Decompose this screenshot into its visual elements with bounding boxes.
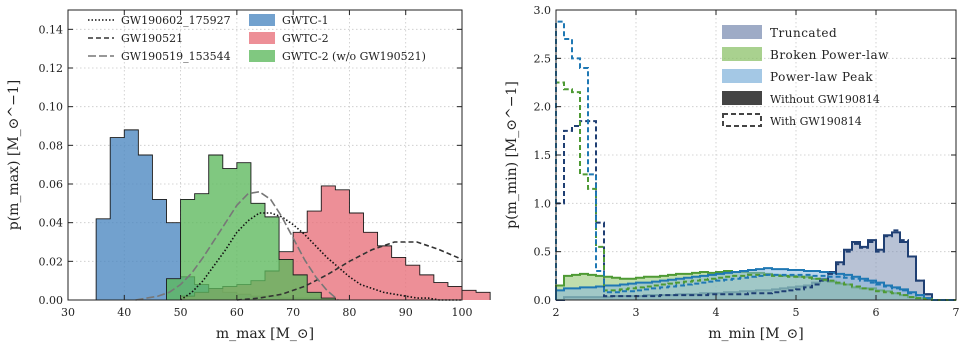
right-legend-fill-swatch: [722, 69, 762, 83]
left-legend-label: GW190602_175927: [121, 14, 231, 27]
right-histograms: [555, 20, 956, 301]
right-y-tick-label: 2.5: [534, 52, 552, 65]
right-legend: Truncated Broken Power-law Power-law Peak W…: [722, 25, 889, 128]
right-y-tick-label: 3.0: [534, 4, 552, 17]
right-y-tick-label: 0.0: [534, 294, 552, 307]
right-legend-fill-swatch: [722, 47, 762, 61]
right-y-axis-label: p(m_min) [M_⊙^−1]: [504, 81, 520, 229]
left-legend-label: GWTC-1: [282, 14, 329, 27]
left-y-tick-label: 0.02: [39, 255, 64, 268]
left-y-tick-label: 0.12: [39, 62, 64, 75]
right-x-tick-label: 3: [633, 306, 640, 319]
left-curve-gw190521: [236, 241, 463, 301]
left-y-tick-label: 0.08: [39, 139, 64, 152]
right-legend-dashed-swatch: [722, 113, 762, 127]
right-x-tick-label: 4: [713, 306, 720, 319]
right-legend-label: Truncated: [770, 26, 837, 40]
right-axes: 2 3 4 5 6 7 0.0 0.5 1.0 1.5 2.0 2.5 3.0: [534, 4, 960, 319]
left-y-tick-label: 0.00: [39, 294, 64, 307]
right-hist-dashed-power-law-peak: [555, 20, 956, 301]
right-x-tick-label: 2: [553, 306, 560, 319]
right-y-tick-label: 0.5: [534, 246, 552, 259]
left-chart-panel: 30 40 50 60 70 80 90 100 0.00 0.02 0.04 0.06 0.08 0.1…: [6, 9, 491, 342]
right-legend-fill-swatch: [722, 91, 762, 105]
right-chart-panel: 2 3 4 5 6 7 0.0 0.5 1.0 1.5 2.0 2.5 3.0 Truncated Bro…: [504, 4, 960, 342]
right-legend-label: Power-law Peak: [770, 70, 873, 84]
left-x-tick-label: 50: [174, 306, 188, 319]
left-x-tick-label: 90: [399, 306, 413, 319]
left-y-tick-label: 0.04: [39, 217, 64, 230]
right-y-tick-label: 2.0: [534, 101, 552, 114]
left-legend-fill-swatch: [249, 32, 275, 44]
left-x-tick-label: 60: [230, 306, 244, 319]
left-legend-label: GW190521: [121, 32, 183, 45]
left-posterior-curves: [135, 190, 463, 301]
right-legend-label: Without GW190814: [770, 93, 880, 106]
left-y-tick-label: 0.14: [39, 23, 64, 36]
right-legend-label: With GW190814: [770, 115, 862, 128]
right-x-tick-label: 6: [873, 306, 880, 319]
left-x-axis-label: m_max [M_⊙]: [216, 326, 314, 342]
left-curve-gw190519-153544: [135, 190, 339, 301]
left-x-tick-label: 70: [286, 306, 300, 319]
left-axes-frame: [67, 9, 463, 301]
left-legend-fill-swatch: [249, 14, 275, 26]
right-x-tick-label: 7: [953, 306, 960, 319]
left-x-tick-label: 30: [61, 306, 75, 319]
left-curve-gw190602-175927: [180, 212, 462, 301]
left-y-tick-label: 0.10: [39, 101, 64, 114]
right-y-tick-label: 1.5: [534, 149, 552, 162]
left-x-tick-label: 40: [117, 306, 131, 319]
right-hist-dashed-truncated: [555, 120, 956, 301]
left-y-tick-label: 0.06: [39, 178, 64, 191]
left-hist-outline-gwtc-2-w-o-gw190521-: [166, 154, 336, 300]
left-legend-label: GWTC-2: [282, 32, 329, 45]
right-legend-label: Broken Power-law: [770, 48, 889, 62]
left-legend-label: GW190519_153544: [121, 50, 231, 63]
right-hist-fill-power-law-peak: [556, 268, 956, 300]
left-legend: GW190602_175927 GW190521 GW190519_153544 GW…: [88, 14, 426, 63]
left-x-tick-label: 100: [452, 306, 473, 319]
left-hist-gwtc-1: [96, 129, 463, 300]
left-histograms: [95, 129, 491, 301]
right-legend-fill-swatch: [722, 25, 762, 39]
left-y-axis-label: p(m_max) [M_⊙^−1]: [6, 80, 22, 231]
right-y-tick-label: 1.0: [534, 197, 552, 210]
left-hist-gwtc-2: [180, 185, 491, 300]
left-x-tick-label: 80: [342, 306, 356, 319]
left-legend-fill-swatch: [249, 50, 275, 62]
left-legend-label: GWTC-2 (w/o GW190521): [282, 50, 426, 63]
right-x-tick-label: 5: [793, 306, 800, 319]
left-axes: 30 40 50 60 70 80 90 100 0.00 0.02 0.04 0.06 0.08 0.1…: [39, 9, 473, 319]
right-x-axis-label: m_min [M_⊙]: [708, 326, 803, 342]
